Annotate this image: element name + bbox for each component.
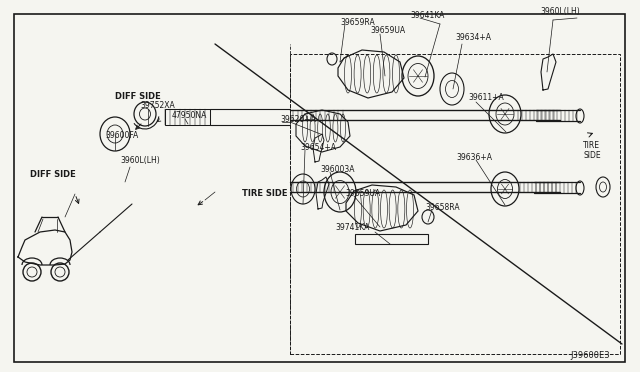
Text: 39658RA: 39658RA: [425, 203, 460, 212]
Text: 39634+A: 39634+A: [455, 33, 491, 42]
Text: 39636+A: 39636+A: [456, 153, 492, 162]
Text: 39611+A: 39611+A: [468, 93, 504, 102]
Text: 39741KA: 39741KA: [335, 223, 369, 232]
Text: 3960L(LH): 3960L(LH): [540, 7, 580, 16]
Text: DIFF SIDE: DIFF SIDE: [115, 92, 161, 101]
Text: 47950NA: 47950NA: [172, 111, 207, 120]
Text: 396003A: 396003A: [320, 165, 355, 174]
Text: 39600FA: 39600FA: [105, 131, 138, 140]
Text: TIRE: TIRE: [583, 141, 600, 150]
Text: 3960L(LH): 3960L(LH): [120, 156, 160, 165]
Text: 39752XA: 39752XA: [140, 101, 175, 110]
Text: 39659RA: 39659RA: [340, 18, 375, 27]
Text: J39600E3: J39600E3: [570, 351, 610, 360]
Text: 39626+A: 39626+A: [280, 115, 316, 124]
Text: 39659UA: 39659UA: [370, 26, 405, 35]
Text: DIFF SIDE: DIFF SIDE: [30, 170, 76, 179]
Text: 39659UA: 39659UA: [345, 189, 380, 198]
Text: 39654+A: 39654+A: [300, 143, 336, 152]
Text: TIRE SIDE: TIRE SIDE: [242, 189, 287, 198]
Text: SIDE: SIDE: [583, 151, 600, 160]
Text: 39641KA: 39641KA: [410, 11, 444, 20]
